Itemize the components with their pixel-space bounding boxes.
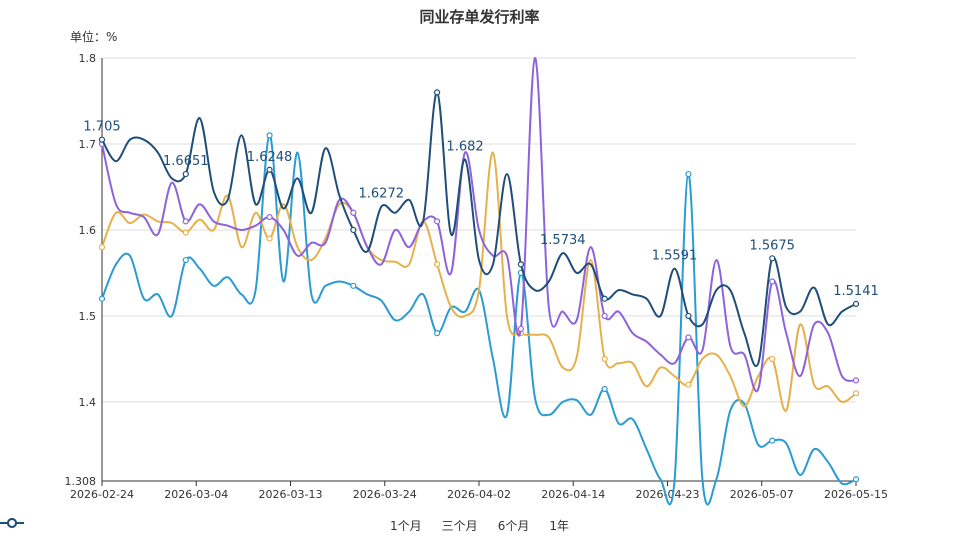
series-3-point (266, 213, 273, 221)
series-3-point (685, 334, 692, 341)
x-tick-label: 2026-04-23 (636, 488, 700, 501)
series-3-point (852, 377, 860, 384)
series-1-point (182, 256, 189, 264)
legend-item-1[interactable]: 1个月 (0, 517, 422, 534)
y-tick-label: 1.8 (79, 52, 97, 65)
series-4-point (517, 261, 524, 268)
data-label: 1.6248 (247, 150, 293, 165)
data-label: 1.5675 (749, 238, 795, 253)
series-4-point (769, 255, 776, 262)
series-1-point (601, 385, 608, 393)
data-label: 1.682 (446, 139, 483, 154)
chart-legend: 1个月 三个月 6个月 1年 (0, 517, 959, 534)
legend-item-3[interactable]: 6个月 (0, 517, 530, 534)
y-tick-label: 1.7 (79, 138, 97, 151)
series-2-point (769, 355, 776, 363)
x-tick-label: 2026-04-02 (447, 488, 511, 501)
legend-item-2[interactable]: 三个月 (0, 517, 478, 534)
x-tick-label: 2026-03-04 (164, 488, 228, 501)
series-2-point (98, 244, 106, 251)
series-3-point (350, 209, 357, 216)
unit-label: 单位：% (70, 30, 118, 44)
series-1-point (98, 295, 106, 302)
y-tick-label: 1.6 (79, 224, 97, 237)
data-label: 1.5141 (833, 284, 879, 299)
series-1-point (434, 330, 441, 337)
legend-label: 三个月 (441, 519, 478, 533)
series-4-point (685, 312, 692, 320)
series-3-point (182, 218, 189, 225)
data-label: 1.5591 (652, 249, 698, 264)
data-label: 1.705 (83, 120, 120, 135)
x-tick-label: 2026-05-15 (824, 488, 888, 501)
series-2-point (266, 235, 273, 242)
series-4-point (182, 170, 189, 178)
chart-title: 同业存单发行利率 (419, 8, 540, 26)
x-tick-label: 2026-03-13 (259, 488, 323, 501)
line-chart: 1.308 1.4 1.5 1.6 1.7 1.8 2026-02-24 2026-03-04… (65, 52, 888, 506)
series-2-point (685, 381, 692, 388)
series-2-point (601, 355, 608, 363)
series-3-point (517, 325, 524, 332)
legend-item-4[interactable]: 1年 (0, 517, 569, 534)
series-line-4 (101, 91, 857, 367)
y-tick-label: 1.5 (79, 310, 97, 323)
data-label: 1.6651 (163, 154, 209, 169)
x-tick-label: 2026-03-24 (353, 488, 417, 501)
series-3-point (601, 312, 608, 320)
series-2-point (182, 229, 189, 236)
series-line-1 (101, 134, 857, 506)
series-line-3 (101, 56, 857, 393)
legend-swatch-icon (0, 518, 24, 528)
series-4-point (98, 136, 106, 143)
series-1-point (685, 170, 692, 178)
data-label: 1.5734 (540, 233, 586, 248)
legend-label: 1个月 (390, 519, 422, 533)
series-1-point (350, 282, 357, 289)
y-tick-label: 1.308 (65, 475, 97, 488)
x-tick-label: 2026-04-14 (541, 488, 605, 501)
series-1-point (852, 476, 860, 483)
series-4-point (852, 300, 860, 307)
series-4-point (434, 89, 441, 96)
series-3-point (434, 218, 441, 225)
legend-label: 1年 (549, 519, 569, 533)
series-4-point (266, 166, 273, 173)
series-line-2 (101, 151, 857, 412)
x-tick-label: 2026-02-24 (70, 488, 134, 501)
data-label: 1.6272 (359, 187, 405, 202)
series-1-point (266, 132, 273, 139)
legend-label: 6个月 (497, 519, 530, 533)
series-2-point (434, 261, 441, 268)
series-4-point (350, 226, 357, 234)
series-3-point (769, 278, 776, 285)
series-2-point (852, 390, 860, 397)
series-1-point (769, 437, 776, 444)
series-4-point (601, 295, 608, 302)
x-tick-label: 2026-05-07 (730, 488, 794, 501)
y-tick-label: 1.4 (79, 396, 97, 409)
